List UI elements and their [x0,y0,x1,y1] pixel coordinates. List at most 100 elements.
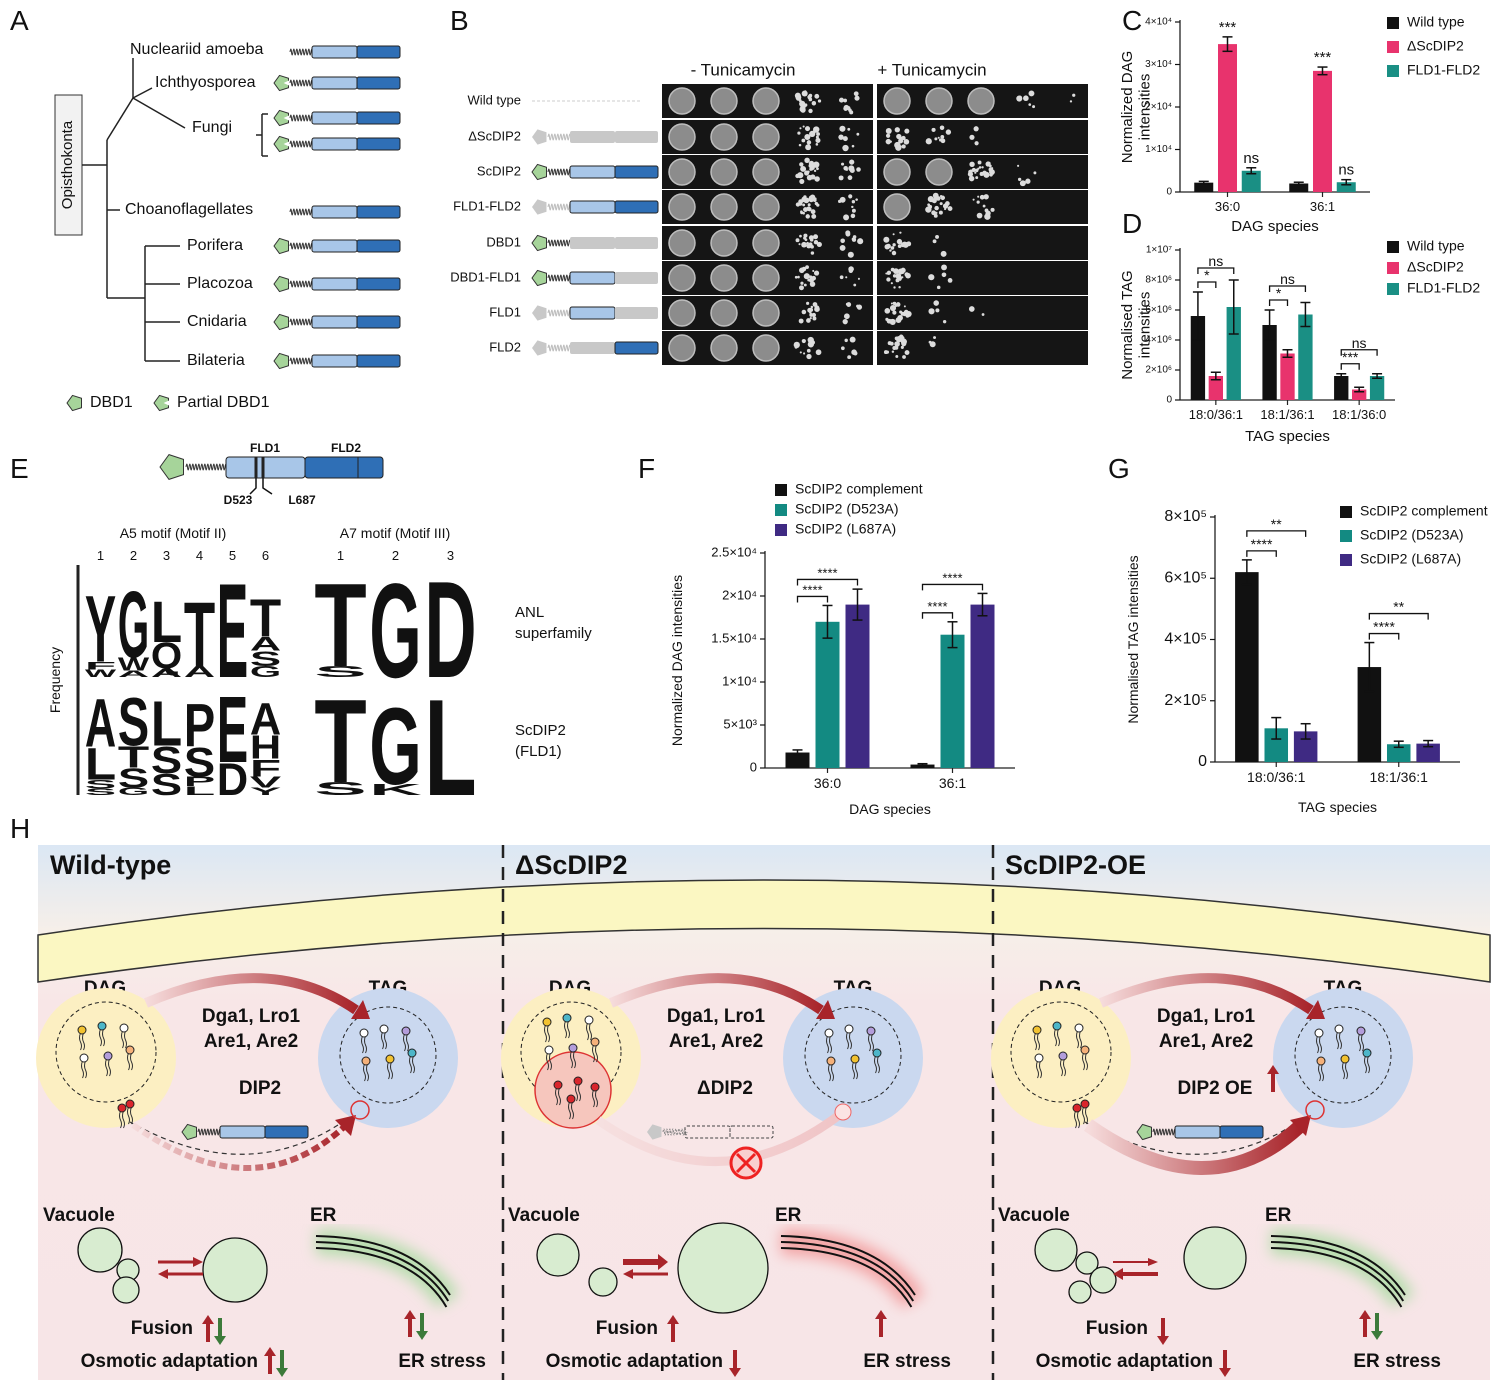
colony [795,202,801,207]
dbd1-domain [1136,1123,1152,1141]
colony [851,200,856,204]
panel-label: B [450,5,469,36]
colony [853,91,859,97]
colony-spot [710,87,738,115]
bar [1190,316,1206,400]
colony [1023,95,1029,102]
colony [885,138,892,145]
arrow-head [623,1269,633,1279]
colony-spot [883,87,911,115]
colony [901,144,906,149]
osmotic-label: Osmotic adaptation [546,1351,723,1372]
bar [1262,325,1277,400]
significance-label: **** [927,599,947,614]
colony [800,210,803,213]
colony [904,128,910,134]
fld2-domain [356,277,401,291]
er-membrane [315,1247,448,1308]
lipid-head [872,1048,882,1058]
lipid-tail [1054,1028,1060,1047]
colony [849,336,856,343]
lipid-head [379,1024,389,1034]
colony [894,127,900,133]
logo-letter: L [184,784,215,798]
y-tick-label: 4×10⁶ [1145,335,1172,346]
lipid-head [568,1043,578,1053]
colony [890,282,893,285]
colony [934,137,938,141]
colony [934,301,937,304]
bar [1289,183,1309,192]
dbd1-domain [159,454,184,480]
lipid-head [590,1037,600,1047]
panel-label: H [10,813,30,844]
x-axis-label: TAG species [1298,799,1377,815]
enzyme-label: Dga1, Lro1 [1157,1006,1256,1027]
lipid-head [97,1021,107,1031]
logo-letter: G [369,556,421,706]
y-tick-label: 0 [1166,395,1172,406]
colony [933,336,937,340]
x-tick-label: 36:0 [814,775,841,791]
significance-label: ns [1352,335,1367,351]
colony [795,173,800,179]
dbd1-domain [273,352,289,370]
linker [547,309,573,317]
colony [805,126,811,132]
arrow-head [1359,1310,1371,1319]
colony [1016,95,1023,102]
colony [813,234,819,240]
logo-letter: D [424,552,476,707]
er-label: ER [775,1205,802,1226]
colony [851,205,854,209]
colony-spot [752,87,780,115]
colony [813,169,817,173]
lipid-head [1362,1048,1372,1058]
blocked-path [595,1112,841,1166]
colony [809,307,814,312]
colony [892,310,897,315]
colony [1025,178,1031,184]
bar [815,621,840,768]
colony [941,264,947,271]
colony [799,178,805,184]
colony [801,90,808,97]
fusion-label: Fusion [596,1318,658,1339]
colony [906,241,912,247]
synthesis-arrow [609,973,824,1015]
significance-label: ns [1243,150,1259,167]
colony [929,341,936,348]
linker [289,140,315,148]
linker [547,168,573,176]
colony [856,167,861,172]
colony [839,97,845,103]
er-membrane [780,1235,916,1296]
significance-label: *** [1314,49,1332,66]
x-tick-label: 18:1/36:1 [1260,407,1314,422]
colony [800,165,807,172]
colony [847,355,852,360]
partial-notch [163,400,170,406]
legend-label: ScDIP2 (D523A) [795,501,898,517]
colony [892,243,896,247]
colony [799,127,802,130]
linker [289,48,315,56]
colony [972,198,975,201]
colony [839,275,844,280]
significance-bracket [1340,363,1360,370]
colony [925,206,932,213]
colony [841,162,845,166]
arrow-head [1290,1115,1311,1136]
colony [856,304,860,308]
colony [807,278,810,282]
y-tick-label: 1×10⁴ [1145,144,1172,155]
colony [898,286,901,289]
colony [976,212,983,219]
colony [808,310,812,314]
colony [886,270,892,275]
group-box [54,94,83,236]
colony [808,108,813,114]
colony [803,236,807,240]
colony-spot [668,299,696,327]
y-tick-label: 0 [1198,753,1207,770]
